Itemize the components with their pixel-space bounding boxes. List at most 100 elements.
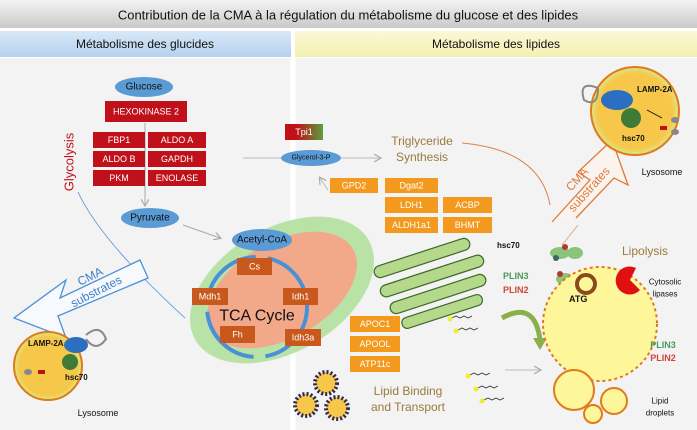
page-title: Contribution de la CMA à la régulation d… xyxy=(118,8,579,23)
endoplasmic-reticulum xyxy=(373,237,487,329)
large-lipid-droplet xyxy=(542,266,658,382)
degradation-arrow xyxy=(646,109,663,119)
lysosome-label: Lysosome xyxy=(78,408,119,418)
lipid-enzyme-box xyxy=(385,178,438,193)
header-lipides: Métabolisme des lipides xyxy=(432,37,560,51)
degraded-fragment xyxy=(671,129,679,135)
degraded-fragment xyxy=(24,369,32,375)
degraded-fragment xyxy=(660,126,667,130)
green-arrow-head xyxy=(533,338,547,350)
enzyme-box xyxy=(93,132,145,148)
tg-label-2: Synthesis xyxy=(396,150,448,164)
lipid-enzyme-box xyxy=(385,217,438,233)
tg-label-1: Triglyceride xyxy=(391,134,453,148)
lipid-enzyme-box xyxy=(443,217,492,233)
lipid-enzyme-label: Dgat2 xyxy=(399,181,423,191)
acetyl-coa-node xyxy=(232,229,292,251)
hsc70-protein xyxy=(62,354,78,370)
tca-enzymes: Cs Mdh1 Idh1 Fh Idh3a xyxy=(192,258,321,346)
transport-box xyxy=(350,336,400,352)
tg-curve xyxy=(461,142,551,206)
lipases-label-1: Cytosolic xyxy=(649,278,681,287)
atg-complex xyxy=(575,273,597,295)
enzyme-box xyxy=(148,170,206,186)
glucose-label: Glucose xyxy=(126,82,163,93)
glycerol-node xyxy=(281,150,341,166)
lipid-enzyme-box xyxy=(443,197,492,213)
cma-right-stem xyxy=(561,224,579,246)
lipid-enzyme-label: ALDH1a1 xyxy=(392,220,431,230)
atg-label: ATG xyxy=(569,294,587,304)
glycerol-label: Glycerol-3-P xyxy=(292,155,331,162)
droplets-label-2: droplets xyxy=(646,409,674,418)
lamp2a-protein xyxy=(601,90,633,110)
enzyme-label: PKM xyxy=(109,173,129,183)
transport-box xyxy=(350,356,400,372)
header-glucides: Métabolisme des glucides xyxy=(76,37,214,51)
degraded-fragment xyxy=(38,370,45,374)
transport-title-1: Lipid Binding xyxy=(374,384,443,398)
enzyme-label: ENOLASE xyxy=(156,173,199,183)
transport-box xyxy=(350,316,400,332)
lysosome-membrane xyxy=(13,331,83,401)
pyruvate-label: Pyruvate xyxy=(130,213,170,224)
glucose-node xyxy=(115,77,173,97)
tca-enzyme-label: Fh xyxy=(232,330,243,340)
enzyme-box xyxy=(93,170,145,186)
tca-enzyme-label: Cs xyxy=(249,262,260,272)
hexokinase-box xyxy=(105,101,187,122)
lipoproteins xyxy=(293,370,350,421)
lipase-pacman xyxy=(615,266,640,295)
lipid-enzyme-label: GPD2 xyxy=(342,181,367,191)
plin2-label: PLIN2 xyxy=(503,285,529,295)
plin2-label-b: PLIN2 xyxy=(650,353,676,363)
droplets-label-1: Lipid xyxy=(652,397,669,406)
enzyme-box xyxy=(93,151,145,167)
enzyme-label: ALDO B xyxy=(102,154,135,164)
plin3-label: PLIN3 xyxy=(503,271,529,281)
gpd2-arrow xyxy=(320,178,329,191)
lipid-enzyme-label: BHMT xyxy=(455,220,481,230)
lipid-enzyme-box xyxy=(330,178,378,193)
header-left xyxy=(0,31,291,57)
glycolysis-label: Glycolysis xyxy=(62,132,77,191)
tpi1-box xyxy=(285,124,323,140)
pyruvate-arrow xyxy=(182,224,220,238)
transport-title-2: and Transport xyxy=(371,400,446,414)
lamp2a-protein xyxy=(64,337,88,353)
pyruvate-node xyxy=(121,208,179,228)
acetyl-coa-label: Acetyl-CoA xyxy=(237,235,287,246)
hsc70-label: hsc70 xyxy=(65,373,88,382)
glycolytic-enzymes: FBP1 ALDO A ALDO B GAPDH PKM ENOLASE xyxy=(93,132,206,186)
header-right xyxy=(295,31,697,57)
hsc70-protein xyxy=(621,108,641,128)
plin3-label-b: PLIN3 xyxy=(650,340,676,350)
tca-enzyme-box xyxy=(192,288,228,305)
glycolysis-curve xyxy=(77,191,186,319)
transport-label: ATP11c xyxy=(360,359,391,369)
hexokinase-label: HEXOKINASE 2 xyxy=(113,107,179,117)
lipid-enzyme-label: ACBP xyxy=(455,200,480,210)
lipid-droplet xyxy=(553,369,595,411)
cma-arrow-left xyxy=(12,259,149,340)
tca-enzyme-box xyxy=(283,288,318,305)
tca-enzyme-label: Idh3a xyxy=(292,333,315,343)
transport-label: APOOL xyxy=(359,339,390,349)
tca-title: TCA Cycle xyxy=(219,308,295,325)
lipases-label-2: lipases xyxy=(653,290,678,299)
tpi1-label: Tpi1 xyxy=(295,127,313,137)
lipid-enzymes: GPD2 Dgat2 LDH1 ACBP ALDH1a1 BHMT xyxy=(330,178,492,233)
lysosome-left: LAMP-2A hsc70 Lysosome xyxy=(13,328,119,418)
tca-enzyme-box xyxy=(285,329,321,346)
lipid-enzyme-label: LDH1 xyxy=(400,200,423,210)
enzyme-box xyxy=(148,151,206,167)
enzyme-label: GAPDH xyxy=(161,154,193,164)
hsc70-label: hsc70 xyxy=(622,134,645,143)
degraded-fragment xyxy=(671,117,679,123)
hsc70-text: hsc70 xyxy=(497,241,520,250)
lipid-droplet xyxy=(583,404,603,424)
lamp2a-label: LAMP-2A xyxy=(637,85,673,94)
tca-cycle-ring xyxy=(205,255,309,359)
